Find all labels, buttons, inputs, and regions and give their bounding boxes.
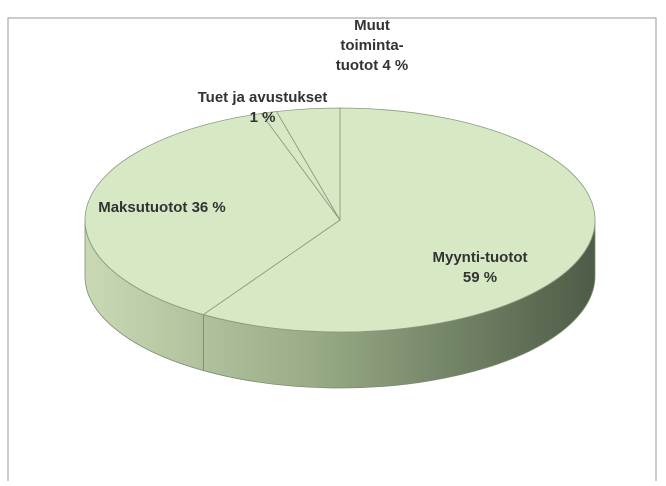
value-label: 59 % — [462, 269, 498, 286]
slice — [84, 113, 341, 316]
plot-frame — [7, 17, 657, 486]
category-label: Maksutuotot — [98, 199, 188, 216]
label-text: Maksutuotot 36 % — [62, 198, 262, 218]
value-label: 1 % — [249, 109, 276, 126]
category-label: Myynti-tuotot — [432, 249, 528, 266]
value-label: 4 % — [382, 57, 409, 74]
category-label: Tuet ja avustukset — [197, 89, 328, 106]
data-label: Myynti-tuotot 59 % — [430, 248, 530, 288]
data-label: Tuet ja avustukset 1 % — [165, 88, 360, 128]
value-label: 36 % — [191, 199, 226, 216]
data-label: Muut toiminta-tuotot 4 % — [327, 16, 417, 76]
data-label: Maksutuotot 36 % — [62, 198, 262, 218]
label-text: Muut toiminta-tuotot 4 % — [327, 16, 417, 76]
slice — [202, 107, 596, 333]
label-text: Tuet ja avustukset 1 % — [165, 88, 360, 128]
category-label: Muut toiminta-tuotot — [335, 17, 404, 74]
slice — [275, 107, 341, 222]
label-text: Myynti-tuotot 59 % — [430, 248, 530, 288]
